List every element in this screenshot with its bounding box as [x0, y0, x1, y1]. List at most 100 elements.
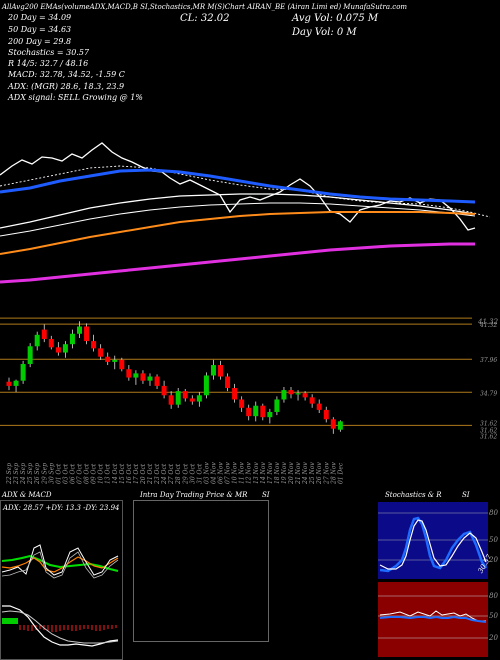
- date-tick-label: 20 Nov: [288, 462, 295, 485]
- date-tick-label: 19 Nov: [281, 462, 288, 484]
- candle-body: [203, 375, 209, 396]
- chart-header-line: AllAvg200 EMAs(volumeADX,MACD,B SI,Stoch…: [2, 3, 408, 11]
- adx-label: ADX: (MGR) 28.6, 18.3, 23.9: [8, 82, 125, 91]
- date-tick-label: 09 Oct: [91, 463, 98, 484]
- candle-body: [239, 399, 245, 408]
- candle-body: [316, 403, 322, 410]
- date-tick-label: 26 Sep: [34, 463, 41, 485]
- macd-label: MACD: 32.78, 34.52, -1.59 C: [8, 70, 125, 79]
- ema50-label: 50 Day = 34.63: [8, 25, 72, 34]
- price-level-label: 31.62: [480, 433, 497, 440]
- rsi-smoothed-line: [379, 615, 487, 623]
- candle-body: [126, 369, 132, 378]
- candle-body: [302, 393, 308, 398]
- date-tick-label: 13 Oct: [105, 463, 112, 484]
- rsi-level-20: 20: [489, 634, 498, 642]
- ema20-line: [0, 165, 491, 218]
- date-tick-label: 17 Oct: [133, 463, 140, 484]
- date-tick-label: 01 Oct: [55, 463, 62, 484]
- candlesticks: [6, 321, 343, 434]
- ema50-line: [0, 168, 476, 204]
- date-tick-label: 11 Nov: [239, 462, 246, 484]
- date-tick-label: 04 Nov: [210, 462, 217, 484]
- date-tick-label: 15 Oct: [119, 463, 126, 484]
- date-tick-label: 13 Nov: [253, 462, 260, 484]
- intraday-panel: [133, 500, 269, 642]
- rsi-line: [379, 610, 486, 622]
- date-tick-label: 20 Oct: [140, 463, 147, 485]
- candle-body: [77, 326, 82, 334]
- date-tick-label: 30 Oct: [189, 463, 196, 484]
- date-tick-label: 17 Nov: [267, 462, 274, 484]
- date-tick-label: 25 Nov: [309, 462, 316, 485]
- ema20-label: 20 Day = 34.09: [8, 13, 72, 22]
- date-tick-label: 06 Nov: [218, 462, 225, 484]
- candle-body: [84, 326, 90, 342]
- candle-body: [112, 359, 118, 362]
- candle-body: [69, 333, 75, 345]
- date-tick-label: 14 Nov: [260, 462, 267, 484]
- candle-body: [309, 397, 315, 404]
- date-tick-label: 27 Nov: [323, 462, 330, 485]
- date-axis: 22 Sep 23 Sep 24 Sep 25 Sep 26 Sep 29 Sep 30 S…: [6, 462, 344, 485]
- candle-body: [119, 359, 125, 370]
- candle-body: [154, 376, 160, 386]
- date-tick-label: 22 Sep: [6, 463, 13, 485]
- date-tick-label: 07 Nov: [225, 462, 232, 484]
- intraday-si-label: SI: [262, 491, 270, 499]
- candle-body: [274, 399, 280, 412]
- candle-body: [337, 421, 343, 430]
- candle-body: [196, 395, 202, 402]
- date-tick-label: 18 Nov: [274, 462, 281, 484]
- date-tick-label: 23 Sep: [13, 463, 20, 485]
- candle-body: [62, 344, 68, 353]
- candle-body: [168, 395, 174, 405]
- date-tick-label: 29 Sep: [41, 463, 48, 485]
- candle-body: [323, 409, 329, 420]
- date-tick-label: 14 Oct: [112, 463, 119, 484]
- stochastics-title: Stochastics & R: [385, 491, 442, 499]
- date-tick-label: 03 Oct: [62, 463, 69, 484]
- price-level-label: 34.79: [480, 390, 497, 397]
- stochastics-background: [378, 502, 488, 579]
- day-volume-label: Day Vol: 0 M: [292, 27, 357, 38]
- date-tick-label: 26 Nov: [316, 462, 323, 485]
- candle-body: [175, 391, 181, 405]
- candle-body: [20, 364, 26, 381]
- stochastic-d-line: [379, 519, 487, 570]
- candle-body: [288, 390, 294, 395]
- candle-body: [6, 381, 12, 386]
- adx-macd-title: ADX & MACD: [2, 491, 52, 499]
- top-level-label: 41.32: [478, 318, 499, 326]
- date-tick-label: 28 Nov: [330, 462, 337, 485]
- adx-macd-panel: ADX: 28.57 +DY: 13.3 -DY: 23.94: [0, 500, 123, 660]
- adx-values: ADX: 28.57 +DY: 13.3 -DY: 23.94: [3, 504, 120, 512]
- date-tick-label: 07 Oct: [77, 463, 84, 484]
- date-tick-label: 31 Oct: [196, 463, 203, 484]
- date-tick-label: 01 Dec: [337, 462, 344, 484]
- stoch-value-label: 30.57: [476, 553, 494, 575]
- ema200-label: 200 Day = 29.8: [8, 37, 72, 46]
- date-tick-label: 12 Nov: [246, 462, 253, 484]
- candle-body: [330, 419, 336, 429]
- date-tick-label: 28 Oct: [175, 463, 182, 485]
- stochastic-k-line: [379, 516, 488, 573]
- candle-body: [260, 405, 266, 418]
- stochastics-label: Stochastics = 30.57: [8, 48, 90, 57]
- ema400-line: [0, 242, 475, 284]
- candle-body: [55, 347, 61, 353]
- ema-price-line: [0, 142, 476, 231]
- candle-body: [182, 391, 188, 399]
- candle-body: [147, 376, 153, 381]
- date-tick-label: 21 Nov: [295, 462, 302, 485]
- price-level-label: 37.96: [480, 357, 497, 364]
- date-tick-label: 29 Oct: [182, 463, 189, 485]
- date-tick-label: 21 Oct: [147, 463, 154, 485]
- candle-body: [225, 376, 231, 388]
- date-tick-label: 30 Sep: [48, 463, 55, 484]
- candle-body: [246, 407, 252, 417]
- ema200-line: [0, 211, 476, 255]
- avg-volume-label: Avg Vol: 0.075 M: [292, 13, 379, 24]
- rsi-level-80: 80: [489, 592, 498, 600]
